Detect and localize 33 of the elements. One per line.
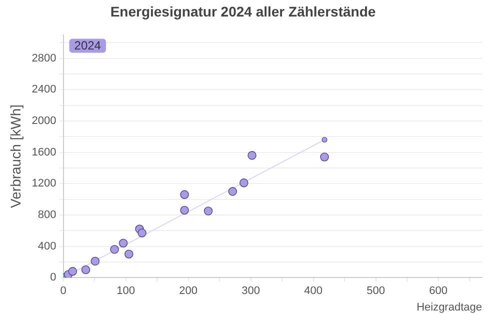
y-tick-label: 400 — [38, 240, 56, 252]
x-tick-label: 600 — [429, 285, 448, 298]
y-tick-label: 2400 — [32, 84, 56, 96]
point — [248, 151, 256, 160]
y-tick-label: 0 — [50, 272, 56, 284]
text: 2024 — [74, 38, 102, 53]
y-tick-label: 2000 — [32, 114, 56, 127]
point — [180, 190, 189, 199]
point — [124, 250, 134, 259]
point — [320, 152, 329, 162]
point — [239, 178, 248, 188]
x-tick-label: 300 — [242, 285, 260, 298]
point — [118, 238, 128, 248]
point — [81, 265, 90, 274]
point — [180, 206, 189, 215]
x-tick-label: 500 — [366, 285, 385, 298]
y-tick-label: 800 — [38, 208, 56, 221]
y-axis-title: Verbrauch [kWh] — [7, 104, 24, 208]
y-tick-label: 2800 — [32, 52, 56, 64]
x-tick-label: 0 — [60, 285, 66, 298]
chart-title: Energiesignatur 2024 aller Zählerstände — [110, 3, 376, 20]
x-axis-title: Heizgradtage — [416, 301, 482, 314]
point — [90, 256, 100, 266]
point — [228, 187, 238, 196]
y-tick-label: 1600 — [32, 146, 56, 158]
point — [138, 228, 146, 238]
x-tick-label: 200 — [179, 285, 198, 298]
y-tick-label: 1200 — [32, 178, 56, 190]
point — [204, 206, 213, 216]
x-tick-label: 100 — [116, 285, 135, 298]
point — [110, 245, 119, 254]
point — [68, 266, 78, 276]
x-tick-label: 400 — [304, 285, 322, 298]
